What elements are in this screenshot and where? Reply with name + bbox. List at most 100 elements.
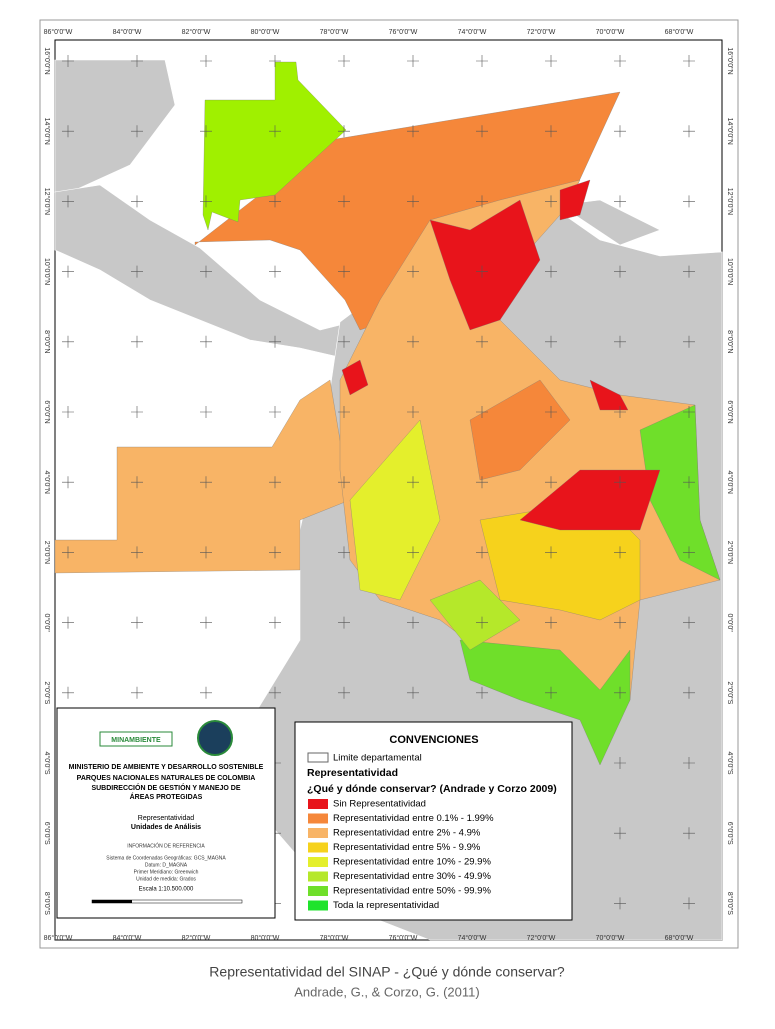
lat-label: 2°0'0"S bbox=[43, 681, 51, 704]
map-title: Representatividad bbox=[138, 815, 195, 822]
graticule-cross bbox=[338, 406, 350, 418]
legend-swatch bbox=[308, 900, 328, 911]
info-line: ÁREAS PROTEGIDAS bbox=[130, 792, 203, 801]
caption-source: Andrade, G., & Corzo, G. (2011) bbox=[294, 984, 479, 999]
graticule-cross bbox=[476, 406, 488, 418]
legend-label: Sin Representatividad bbox=[333, 799, 426, 810]
lon-label: 80°0'0"W bbox=[251, 934, 280, 942]
graticule-cross bbox=[269, 55, 281, 67]
lon-label: 74°0'0"W bbox=[458, 28, 487, 36]
lon-label: 80°0'0"W bbox=[251, 28, 280, 36]
graticule-cross bbox=[614, 195, 626, 208]
graticule-cross bbox=[614, 686, 626, 699]
graticule-cross bbox=[476, 546, 488, 559]
graticule-cross bbox=[407, 686, 419, 699]
graticule-cross bbox=[269, 546, 281, 559]
lat-label: 2°0'0"N bbox=[43, 541, 51, 564]
legend-swatch bbox=[308, 799, 328, 809]
lon-label: 86°0'0"W bbox=[44, 28, 73, 36]
graticule-cross bbox=[200, 125, 212, 138]
graticule-cross bbox=[62, 546, 74, 559]
lat-label: 10°0'0"N bbox=[726, 258, 734, 285]
graticule-cross bbox=[338, 55, 350, 67]
graticule-cross bbox=[407, 476, 419, 489]
lat-label: 8°0'0"N bbox=[43, 330, 51, 353]
legend-swatch bbox=[308, 813, 328, 824]
graticule-cross bbox=[476, 476, 488, 489]
legend: CONVENCIONES Limite departamental Repres… bbox=[294, 721, 573, 921]
graticule-cross bbox=[683, 406, 695, 418]
lon-label: 74°0'0"W bbox=[458, 934, 487, 942]
lon-label: 70°0'0"W bbox=[596, 28, 625, 36]
lat-label: 2°0'0"N bbox=[726, 541, 734, 564]
graticule-cross bbox=[131, 616, 143, 629]
graticule-cross bbox=[476, 265, 488, 278]
legend-swatch bbox=[308, 828, 328, 838]
graticule-cross bbox=[62, 195, 74, 208]
graticule-cross bbox=[62, 125, 74, 138]
graticule-cross bbox=[338, 125, 350, 138]
graticule-cross bbox=[131, 476, 143, 489]
graticule-cross bbox=[269, 125, 281, 138]
lat-label: 12°0'0"N bbox=[726, 188, 734, 215]
graticule-cross bbox=[62, 686, 74, 699]
graticule-cross bbox=[683, 55, 695, 67]
graticule-cross bbox=[476, 616, 488, 629]
graticule-cross bbox=[683, 335, 695, 348]
lat-label: 8°0'0"S bbox=[726, 892, 734, 915]
reference-line: Primer Meridiano: Greenwich bbox=[134, 869, 199, 875]
graticule-cross bbox=[200, 476, 212, 489]
boundary-swatch bbox=[307, 752, 329, 763]
legend-label: Representatividad entre 2% - 4.9% bbox=[333, 828, 481, 839]
graticule-cross bbox=[545, 546, 557, 559]
lon-label: 76°0'0"W bbox=[389, 28, 418, 36]
legend-label: Representatividad entre 0.1% - 1.99% bbox=[333, 813, 494, 824]
lon-label: 76°0'0"W bbox=[389, 934, 418, 942]
graticule-cross bbox=[407, 335, 419, 348]
lat-label: 10°0'0"N bbox=[43, 258, 51, 285]
reference-line: Unidad de medida: Grados bbox=[136, 876, 196, 882]
reference-line: Sistema de Coordenadas Geográficas: GCS_… bbox=[106, 855, 226, 861]
graticule-cross bbox=[683, 616, 695, 629]
caption-title: Representatividad del SINAP - ¿Qué y dón… bbox=[209, 964, 565, 980]
lat-label: 4°0'0"S bbox=[726, 752, 734, 775]
graticule-cross bbox=[683, 897, 695, 910]
graticule-cross bbox=[131, 125, 143, 138]
graticule-cross bbox=[200, 546, 212, 559]
legend-swatch bbox=[308, 886, 328, 896]
logo-text: MINAMBIENTE bbox=[111, 737, 161, 744]
legend-label: Limite departamental bbox=[333, 753, 422, 764]
graticule-cross bbox=[407, 55, 419, 67]
lat-label: 8°0'0"S bbox=[43, 892, 51, 915]
graticule-cross bbox=[269, 335, 281, 348]
lat-label: 14°0'0"N bbox=[726, 118, 734, 145]
lon-label: 78°0'0"W bbox=[320, 28, 349, 36]
graticule-cross bbox=[545, 476, 557, 489]
graticule-cross bbox=[269, 265, 281, 278]
lon-label: 84°0'0"W bbox=[113, 28, 142, 36]
graticule-cross bbox=[407, 125, 419, 138]
graticule-cross bbox=[131, 55, 143, 67]
lat-label: 6°0'0"S bbox=[726, 822, 734, 845]
graticule-cross bbox=[545, 55, 557, 67]
info-box: MINAMBIENTE MINISTERIO DE AMBIENTE Y DES… bbox=[56, 707, 276, 919]
graticule-cross bbox=[683, 546, 695, 559]
graticule-cross bbox=[407, 546, 419, 559]
lon-label: 72°0'0"W bbox=[527, 934, 556, 942]
graticule-cross bbox=[683, 125, 695, 138]
graticule-cross bbox=[338, 476, 350, 489]
graticule-cross bbox=[62, 406, 74, 418]
graticule-cross bbox=[683, 757, 695, 769]
lat-label: 8°0'0"N bbox=[726, 330, 734, 353]
lat-label: 16°0'0"N bbox=[726, 47, 734, 74]
legend-label: Representatividad entre 50% - 99.9% bbox=[333, 886, 491, 897]
graticule-cross bbox=[131, 546, 143, 559]
legend-label: Toda la representatividad bbox=[333, 900, 439, 911]
graticule-cross bbox=[683, 476, 695, 489]
graticule-cross bbox=[200, 616, 212, 629]
graticule-cross bbox=[269, 406, 281, 418]
graticule-cross bbox=[476, 686, 488, 699]
lat-label: 0°0'0" bbox=[43, 613, 51, 632]
info-line: SUBDIRECCIÓN DE GESTIÓN Y MANEJO DE bbox=[91, 783, 240, 792]
